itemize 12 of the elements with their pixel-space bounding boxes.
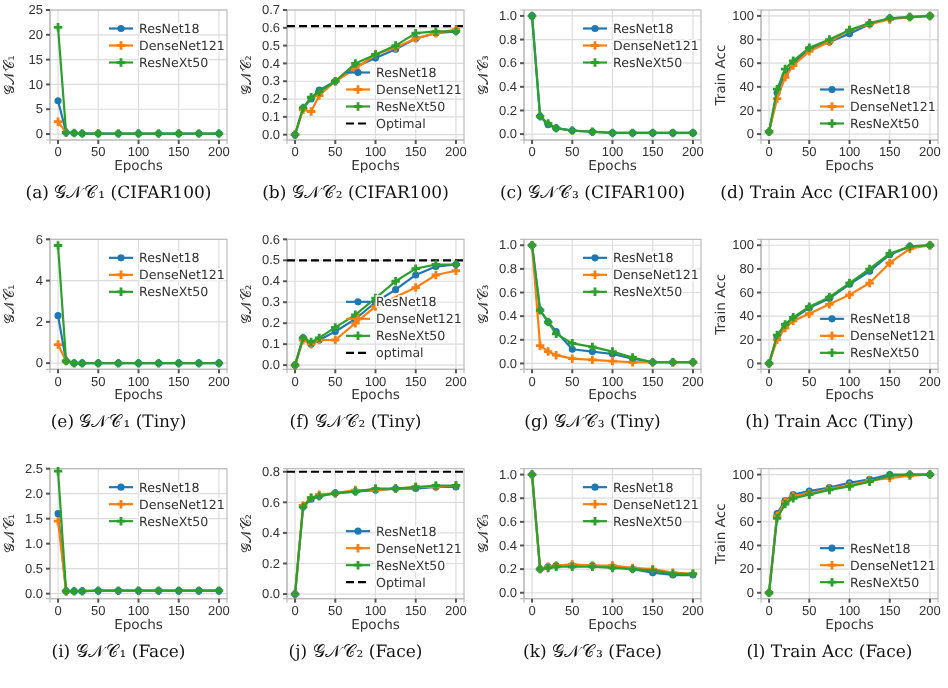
text: (f) 𝒢𝒩𝒞₂ (Tiny) — [289, 413, 422, 434]
text: (l) Train Acc (Face) — [746, 642, 913, 663]
text: (j) 𝒢𝒩𝒞₂ (Face) — [288, 642, 423, 663]
text: (a) 𝒢𝒩𝒞₁ (CIFAR100) — [25, 184, 212, 204]
text: (b) 𝒢𝒩𝒞₂ (CIFAR100) — [262, 184, 449, 204]
text: (e) 𝒢𝒩𝒞₁ (Tiny) — [50, 413, 187, 434]
text: (d) Train Acc (CIFAR100) — [720, 184, 939, 204]
text: (i) 𝒢𝒩𝒞₁ (Face) — [51, 642, 186, 663]
text: (g) 𝒢𝒩𝒞₃ (Tiny) — [524, 413, 661, 434]
text: (h) Train Acc (Tiny) — [745, 413, 914, 434]
text: (c) 𝒢𝒩𝒞₃ (CIFAR100) — [499, 184, 686, 204]
text: (k) 𝒢𝒩𝒞₃ (Face) — [523, 642, 662, 663]
